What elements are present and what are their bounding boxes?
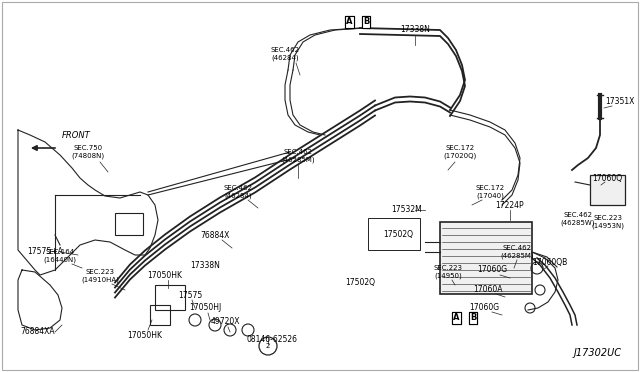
- Text: A: A: [452, 314, 460, 323]
- Text: (74808N): (74808N): [72, 153, 104, 159]
- Text: SEC.462: SEC.462: [223, 185, 253, 191]
- Text: 17224P: 17224P: [496, 201, 524, 209]
- Text: 17060Q: 17060Q: [592, 173, 622, 183]
- Text: B: B: [470, 314, 476, 323]
- Text: SEC.223: SEC.223: [86, 269, 115, 275]
- Text: (46285M): (46285M): [281, 157, 315, 163]
- Text: B: B: [470, 314, 476, 323]
- Text: 2: 2: [266, 343, 270, 349]
- Text: SEC.172: SEC.172: [476, 185, 504, 191]
- Text: 17050HK: 17050HK: [127, 330, 163, 340]
- Text: A: A: [346, 17, 352, 26]
- Text: 17060A: 17060A: [473, 285, 503, 295]
- Text: SEC.462: SEC.462: [563, 212, 593, 218]
- Text: B: B: [363, 17, 369, 26]
- Text: 17050HK: 17050HK: [147, 270, 182, 279]
- Text: 17575+A: 17575+A: [27, 247, 63, 257]
- Text: (46285W): (46285W): [561, 220, 595, 226]
- Text: (14953N): (14953N): [591, 223, 625, 229]
- Text: 17532M: 17532M: [392, 205, 422, 215]
- Text: 76884X: 76884X: [200, 231, 230, 240]
- Text: SEC.462: SEC.462: [284, 149, 312, 155]
- Text: 17575: 17575: [178, 291, 202, 299]
- Text: (17020Q): (17020Q): [444, 153, 477, 159]
- Text: (46285M): (46285M): [500, 253, 534, 259]
- Bar: [150, 305, 170, 325]
- Text: SEC.164: SEC.164: [45, 249, 75, 255]
- Text: SEC.462: SEC.462: [502, 245, 531, 251]
- Text: SEC.172: SEC.172: [445, 145, 475, 151]
- Text: J17302UC: J17302UC: [574, 348, 622, 358]
- Bar: [440, 222, 532, 294]
- Text: 17060QB: 17060QB: [532, 257, 568, 266]
- Text: FRONT: FRONT: [62, 131, 91, 140]
- Text: 49720X: 49720X: [211, 317, 240, 327]
- Bar: [590, 175, 625, 205]
- Text: 17338N: 17338N: [400, 26, 430, 35]
- Text: (16440N): (16440N): [44, 257, 77, 263]
- Text: 17351X: 17351X: [605, 97, 635, 106]
- Bar: [368, 218, 420, 250]
- Text: SEC.750: SEC.750: [74, 145, 102, 151]
- Text: 17060G: 17060G: [477, 266, 507, 275]
- Text: A: A: [346, 17, 352, 26]
- Text: 17502Q: 17502Q: [345, 278, 375, 286]
- Text: A: A: [452, 314, 460, 323]
- Text: SEC.462: SEC.462: [271, 47, 300, 53]
- Text: 76884XA: 76884XA: [20, 327, 55, 337]
- Bar: [115, 213, 143, 235]
- Bar: [155, 285, 185, 310]
- Text: (46284): (46284): [271, 55, 299, 61]
- Text: (17040): (17040): [476, 193, 504, 199]
- Text: 08146-62526: 08146-62526: [246, 336, 298, 344]
- Text: (14910HA): (14910HA): [81, 277, 119, 283]
- Text: 17502Q: 17502Q: [383, 231, 413, 240]
- Text: (46284): (46284): [224, 193, 252, 199]
- Text: SEC.223: SEC.223: [433, 265, 463, 271]
- Text: (14950): (14950): [434, 273, 462, 279]
- Text: 17050HJ: 17050HJ: [189, 304, 221, 312]
- Text: 17060G: 17060G: [469, 304, 499, 312]
- Text: B: B: [363, 17, 369, 26]
- Text: SEC.223: SEC.223: [593, 215, 623, 221]
- Text: 17338N: 17338N: [190, 260, 220, 269]
